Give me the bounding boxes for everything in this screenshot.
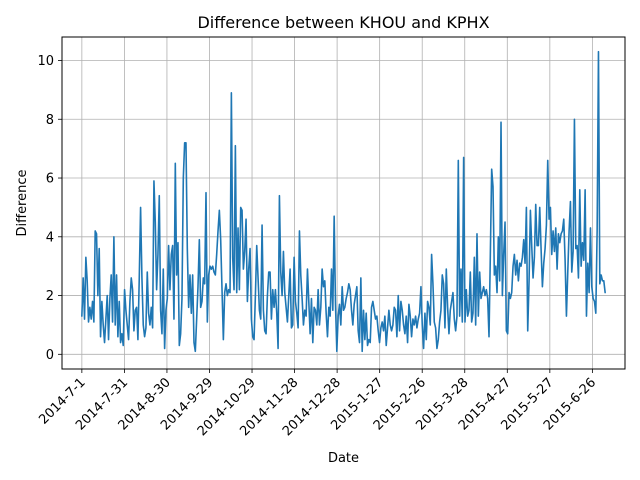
series-line (81, 50, 606, 353)
series-layer (81, 50, 606, 353)
y-axis-label: Difference (15, 169, 30, 236)
plot-frame (61, 36, 626, 370)
chart-title: Difference between KHOU and KPHX (197, 13, 489, 32)
x-axis-label: Date (328, 451, 359, 466)
y-tick-label: 8 (46, 113, 54, 128)
y-tick-label: 2 (46, 289, 54, 304)
y-tick-label: 10 (37, 54, 54, 69)
y-tick-label: 0 (46, 348, 54, 363)
y-tick-label: 6 (46, 172, 54, 187)
y-tick-label: 4 (46, 230, 54, 245)
y-axis-ticks: 0 2 4 6 8 10 (37, 54, 62, 363)
